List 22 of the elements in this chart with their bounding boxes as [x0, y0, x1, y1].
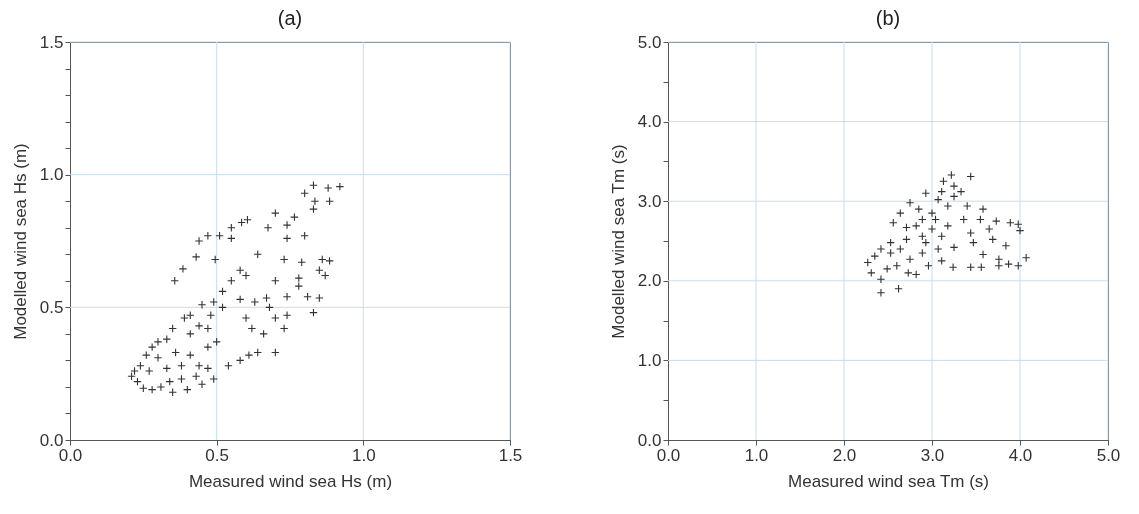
y-axis-title: Modelled wind sea Tm (s): [608, 144, 628, 339]
y-tick-label: 0.5: [39, 297, 64, 317]
x-axis-title: Measured wind sea Tm (s): [788, 471, 989, 491]
x-tick-label: 4.0: [1008, 445, 1033, 465]
y-axis-title: Modelled wind sea Hs (m): [10, 143, 30, 340]
x-tick-label: 2.0: [832, 445, 857, 465]
y-tick-label: 4.0: [637, 112, 662, 132]
y-tick-label: 1.5: [39, 32, 64, 52]
y-tick-label: 2.0: [637, 271, 662, 291]
x-tick-label: 1.0: [744, 445, 769, 465]
x-tick-label: 5.0: [1096, 445, 1121, 465]
x-axis-title: Measured wind sea Hs (m): [188, 471, 393, 491]
y-tick-label: 3.0: [637, 191, 662, 211]
x-tick-label: 3.0: [920, 445, 945, 465]
x-tick-label: 0.5: [205, 445, 229, 465]
y-tick-label: 1.0: [637, 350, 662, 370]
y-tick-label: 1.0: [39, 165, 64, 185]
x-tick-label: 1.5: [498, 445, 523, 465]
y-tick-label: 5.0: [637, 32, 662, 52]
chart-title: (a): [277, 7, 303, 29]
x-tick-label: 1.0: [352, 445, 376, 465]
chart-title: (b): [875, 7, 901, 29]
